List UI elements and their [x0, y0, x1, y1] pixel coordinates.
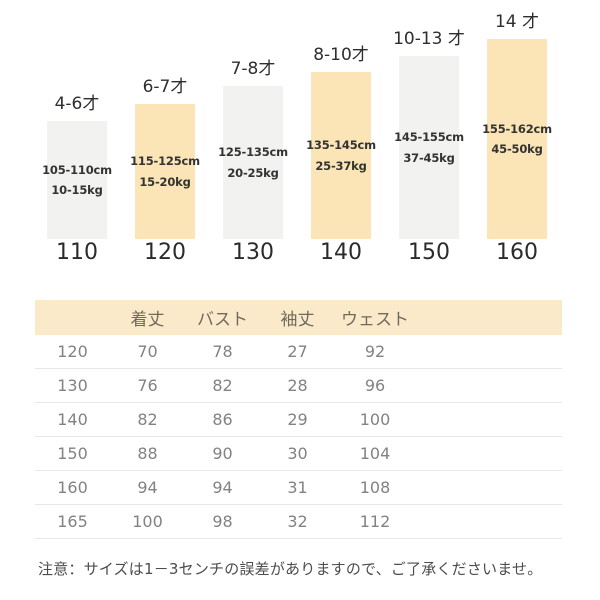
cell-length: 82 [110, 402, 185, 437]
cell-length: 94 [110, 470, 185, 505]
size-bar-chart: 4-6才 105-110cm 10-15kg 110 6-7才 115-125c… [0, 0, 600, 266]
cell-filler [415, 504, 562, 539]
cell-length: 100 [110, 504, 185, 539]
cell-filler [415, 335, 562, 369]
cell-size: 150 [35, 436, 110, 471]
cell-bust: 82 [185, 368, 260, 403]
cell-length: 88 [110, 436, 185, 471]
col-header-length: 着丈 [110, 300, 185, 335]
weight-range: 45-50kg [491, 142, 543, 156]
size-bar: 155-162cm 45-50kg [482, 39, 552, 239]
table-row: 160 94 94 31 108 [35, 470, 562, 505]
cell-sleeve: 32 [260, 504, 335, 539]
cell-filler [415, 402, 562, 437]
weight-range: 25-37kg [315, 158, 367, 173]
chart-column: 8-10才 135-145cm 25-37kg 140 [306, 45, 376, 266]
header-filler [415, 300, 562, 335]
size-label: 140 [320, 240, 362, 265]
cell-bust: 94 [185, 470, 260, 505]
chart-column: 6-7才 115-125cm 15-20kg 120 [130, 77, 200, 266]
size-bar: 125-135cm 20-25kg [218, 86, 288, 239]
height-range: 115-125cm [130, 154, 200, 169]
height-range: 125-135cm [218, 145, 288, 160]
col-header-waist: ウェスト [335, 300, 415, 335]
cell-bust: 78 [185, 335, 260, 369]
cell-waist: 92 [335, 335, 415, 369]
height-range: 145-155cm [394, 130, 464, 145]
age-label: 10-13 才 [393, 29, 465, 49]
col-header-bust: バスト [185, 300, 260, 335]
age-label: 14 才 [494, 12, 540, 32]
cell-length: 76 [110, 368, 185, 403]
cell-sleeve: 29 [260, 402, 335, 437]
table-row: 150 88 90 30 104 [35, 436, 562, 471]
size-label: 110 [56, 240, 98, 265]
size-label: 120 [144, 240, 186, 265]
size-tolerance-note: 注意：サイズは1－3センチの誤差がありますので、ご了承くださいませ。 [38, 560, 543, 578]
col-header-size [35, 300, 110, 335]
table-header-row: 着丈 バスト 袖丈 ウェスト [35, 300, 562, 335]
cell-size: 160 [35, 470, 110, 505]
size-bar: 145-155cm 37-45kg [394, 56, 464, 239]
age-label: 6-7才 [142, 77, 188, 97]
cell-sleeve: 27 [260, 335, 335, 369]
weight-range: 37-45kg [403, 150, 455, 165]
size-bar: 105-110cm 10-15kg [42, 121, 112, 239]
cell-filler [415, 436, 562, 471]
table-row: 130 76 82 28 96 [35, 368, 562, 403]
cell-sleeve: 28 [260, 368, 335, 403]
cell-size: 140 [35, 402, 110, 437]
size-label: 160 [496, 240, 538, 265]
cell-bust: 90 [185, 436, 260, 471]
age-label: 4-6才 [54, 94, 100, 114]
size-bar: 135-145cm 25-37kg [306, 72, 376, 239]
cell-filler [415, 470, 562, 505]
cell-waist: 112 [335, 504, 415, 539]
size-bar: 115-125cm 15-20kg [130, 104, 200, 239]
cell-filler [415, 368, 562, 403]
cell-sleeve: 30 [260, 436, 335, 471]
chart-column: 4-6才 105-110cm 10-15kg 110 [42, 94, 112, 266]
weight-range: 10-15kg [51, 183, 103, 197]
cell-size: 130 [35, 368, 110, 403]
chart-column: 14 才 155-162cm 45-50kg 160 [482, 12, 552, 266]
cell-waist: 96 [335, 368, 415, 403]
size-table: 着丈 バスト 袖丈 ウェスト 120 70 78 27 92 130 76 82… [35, 300, 562, 539]
cell-waist: 108 [335, 470, 415, 505]
size-label: 130 [232, 240, 274, 265]
weight-range: 20-25kg [227, 165, 279, 180]
height-range: 135-145cm [306, 138, 376, 153]
age-label: 7-8才 [230, 59, 276, 79]
weight-range: 15-20kg [139, 174, 191, 189]
cell-length: 70 [110, 335, 185, 369]
cell-bust: 98 [185, 504, 260, 539]
cell-size: 165 [35, 504, 110, 539]
table-row: 140 82 86 29 100 [35, 402, 562, 437]
chart-column: 7-8才 125-135cm 20-25kg 130 [218, 59, 288, 266]
height-range: 105-110cm [42, 162, 112, 177]
cell-bust: 86 [185, 402, 260, 437]
height-range: 155-162cm [482, 121, 552, 136]
age-label: 8-10才 [313, 45, 369, 65]
col-header-sleeve: 袖丈 [260, 300, 335, 335]
table-row: 120 70 78 27 92 [35, 335, 562, 369]
cell-sleeve: 31 [260, 470, 335, 505]
table-row: 165 100 98 32 112 [35, 504, 562, 539]
cell-waist: 100 [335, 402, 415, 437]
size-guide-page: 4-6才 105-110cm 10-15kg 110 6-7才 115-125c… [0, 0, 600, 578]
size-label: 150 [408, 240, 450, 265]
cell-size: 120 [35, 335, 110, 369]
cell-waist: 104 [335, 436, 415, 471]
chart-column: 10-13 才 145-155cm 37-45kg 150 [393, 29, 465, 266]
